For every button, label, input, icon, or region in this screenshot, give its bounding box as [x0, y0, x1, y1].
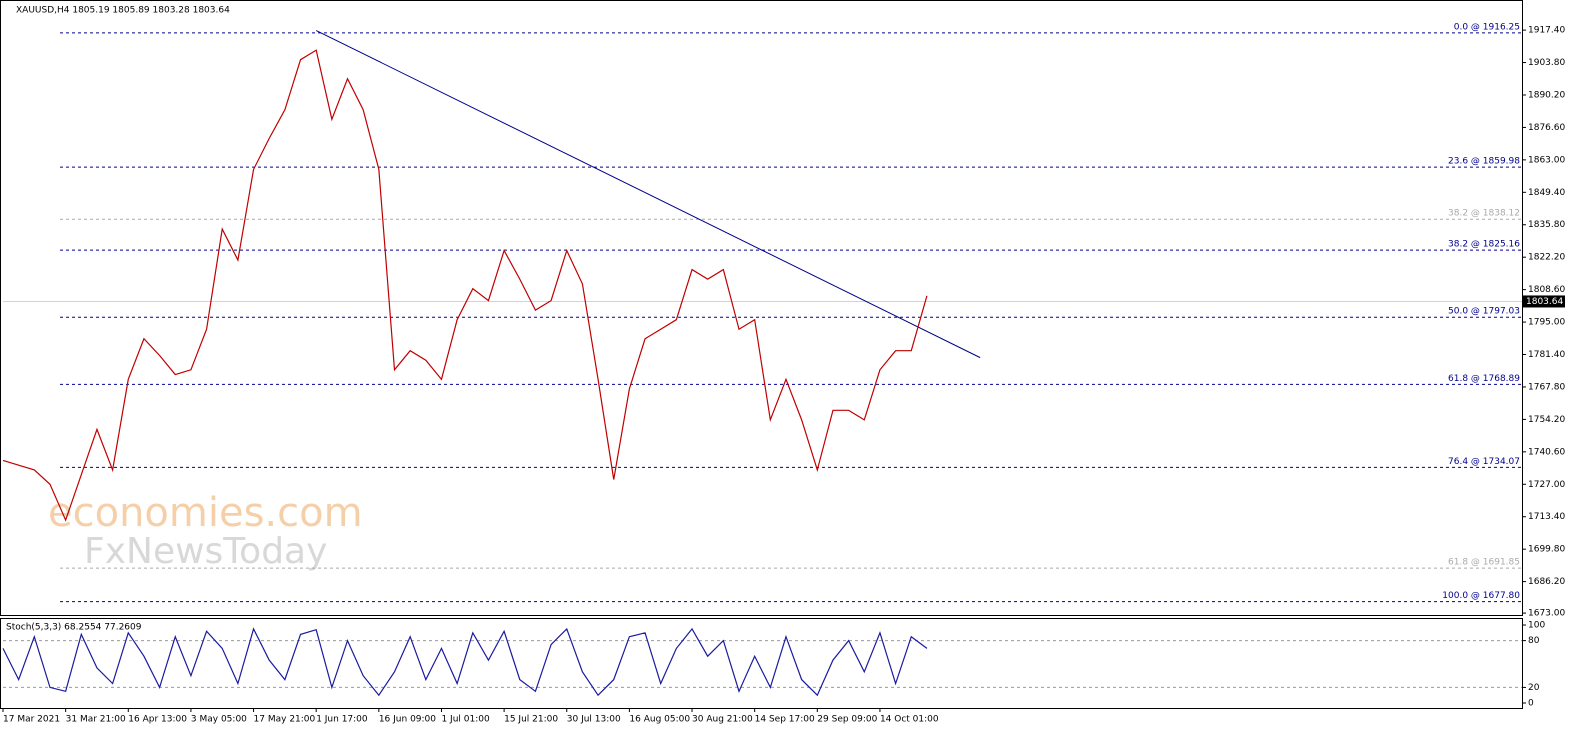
- y-tick-label: 1727.00: [1528, 480, 1565, 490]
- price-line: [2, 627, 928, 697]
- y-tick-label: 1767.80: [1528, 382, 1565, 392]
- stoch-title: Stoch(5,3,3) 68.2554 77.2609: [6, 623, 142, 633]
- fib-label: 50.0 @ 1797.03: [1448, 307, 1520, 317]
- x-tick-label: 14 Sep 17:00: [755, 715, 815, 725]
- fib-label: 23.6 @ 1859.98: [1448, 157, 1520, 167]
- x-tick-label: 29 Sep 09:00: [817, 715, 877, 725]
- x-tick-label: 16 Apr 13:00: [128, 715, 187, 725]
- last-price-box: [1523, 295, 1565, 308]
- x-tick-label: 1 Jun 17:00: [316, 715, 368, 725]
- x-tick-label: 16 Aug 05:00: [629, 715, 690, 725]
- y-tick-label: 1822.20: [1528, 253, 1565, 263]
- fib-label: 38.2 @ 1825.16: [1448, 240, 1520, 250]
- y-tick-label: 0: [1528, 699, 1534, 709]
- y-tick-label: 1795.00: [1528, 318, 1565, 328]
- chart-title: XAUUSD,H4 1805.19 1805.89 1803.28 1803.6…: [16, 6, 230, 16]
- y-tick-label: 80: [1528, 636, 1540, 646]
- x-tick-label: 1 Jul 01:00: [441, 715, 490, 725]
- watermark: economies.com: [48, 490, 363, 536]
- x-tick-label: 14 Oct 01:00: [880, 715, 939, 725]
- trendline: [315, 30, 981, 359]
- y-tick-label: 1699.80: [1528, 545, 1565, 555]
- x-tick-label: 15 Jul 21:00: [504, 715, 558, 725]
- price-pane: [0, 0, 1523, 616]
- last-price-label: 1803.64: [1526, 297, 1563, 307]
- x-tick-label: 17 May 21:00: [254, 715, 316, 725]
- y-tick-label: 1808.60: [1528, 285, 1565, 295]
- y-tick-label: 1781.40: [1528, 350, 1565, 360]
- y-tick-label: 1686.20: [1528, 577, 1565, 587]
- x-tick-label: 16 Jun 09:00: [379, 715, 436, 725]
- price-line: [2, 49, 928, 522]
- y-tick-label: 1903.80: [1528, 58, 1565, 68]
- y-tick-label: 1740.60: [1528, 447, 1565, 457]
- y-tick-label: 1849.40: [1528, 188, 1565, 198]
- y-tick-label: 100: [1528, 621, 1545, 631]
- y-tick-label: 1890.20: [1528, 90, 1565, 100]
- x-tick-label: 17 Mar 2021: [3, 715, 60, 725]
- watermark: FxNewsToday: [84, 531, 327, 572]
- x-tick-label: 31 Mar 21:00: [66, 715, 126, 725]
- y-tick-label: 1917.40: [1528, 26, 1565, 36]
- fib-label: 38.2 @ 1838.12: [1448, 209, 1520, 219]
- x-tick-label: 3 May 05:00: [191, 715, 247, 725]
- y-tick-label: 1713.40: [1528, 512, 1565, 522]
- y-tick-label: 1876.60: [1528, 123, 1565, 133]
- y-tick-label: 1863.00: [1528, 155, 1565, 165]
- fib-label: 61.8 @ 1768.89: [1448, 374, 1520, 384]
- y-tick-label: 1835.80: [1528, 220, 1565, 230]
- fib-label: 0.0 @ 1916.25: [1454, 22, 1520, 32]
- fib-label: 76.4 @ 1734.07: [1448, 457, 1520, 467]
- y-tick-label: 20: [1528, 683, 1540, 693]
- fib-label: 61.8 @ 1691.85: [1448, 558, 1520, 568]
- fib-label: 100.0 @ 1677.80: [1442, 591, 1520, 601]
- y-tick-label: 1673.00: [1528, 609, 1565, 619]
- x-tick-label: 30 Jul 13:00: [567, 715, 621, 725]
- y-tick-label: 1754.20: [1528, 415, 1565, 425]
- x-tick-label: 30 Aug 21:00: [692, 715, 753, 725]
- stoch-pane: [0, 618, 1523, 709]
